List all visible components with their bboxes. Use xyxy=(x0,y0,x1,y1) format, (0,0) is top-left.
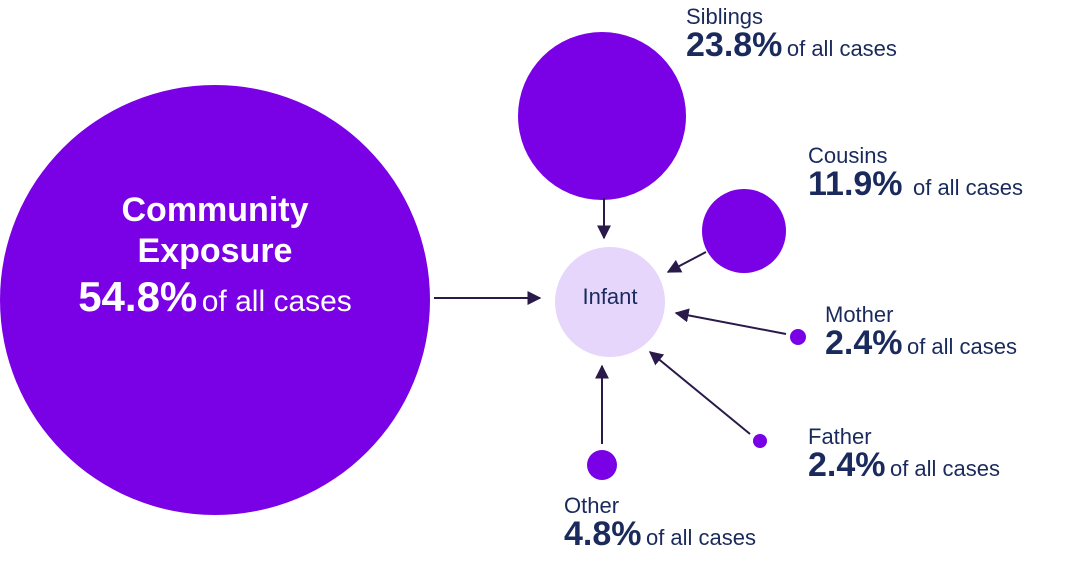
other-value: 4.8% xyxy=(564,515,642,554)
cousins-arrow xyxy=(666,251,707,273)
siblings-value: 23.8% xyxy=(686,26,783,65)
other-label: Other 4.8% of all cases xyxy=(564,494,756,553)
father-suffix: of all cases xyxy=(889,456,1001,482)
siblings-label: Siblings 23.8% of all cases xyxy=(686,5,897,64)
community-node xyxy=(0,85,430,515)
community-suffix: of all cases xyxy=(201,284,352,318)
mother-arrow xyxy=(674,308,787,335)
mother-value: 2.4% xyxy=(825,324,903,363)
other-node xyxy=(587,450,617,480)
siblings-name: Siblings xyxy=(686,4,764,29)
community-title-line1: Community xyxy=(121,191,309,229)
father-value: 2.4% xyxy=(808,446,886,485)
cousins-value: 11.9% xyxy=(808,165,903,204)
mother-name: Mother xyxy=(825,302,894,327)
infant-node xyxy=(555,247,665,357)
father-label: Father 2.4% of all cases xyxy=(808,425,1000,484)
cousins-name: Cousins xyxy=(808,143,888,168)
cousins-node xyxy=(702,189,786,273)
community-title-line2: Exposure xyxy=(137,231,293,270)
other-name: Other xyxy=(564,493,620,518)
father-name: Father xyxy=(808,424,872,449)
father-arrow xyxy=(648,351,751,435)
siblings-node xyxy=(518,32,686,200)
mother-node xyxy=(790,329,806,345)
mother-suffix: of all cases xyxy=(906,334,1018,360)
father-node xyxy=(753,434,767,448)
cousins-suffix: of all cases xyxy=(912,175,1024,201)
infant-label: Infant xyxy=(582,284,638,309)
community-value: 54.8% xyxy=(78,272,198,320)
community-label: Community Exposure 54.8% of all cases xyxy=(0,190,430,322)
mother-label: Mother 2.4% of all cases xyxy=(825,303,1017,362)
cousins-label: Cousins 11.9% of all cases xyxy=(808,144,1023,203)
community-value-line: 54.8% of all cases xyxy=(0,272,430,322)
other-suffix: of all cases xyxy=(645,525,757,551)
siblings-suffix: of all cases xyxy=(786,36,897,62)
